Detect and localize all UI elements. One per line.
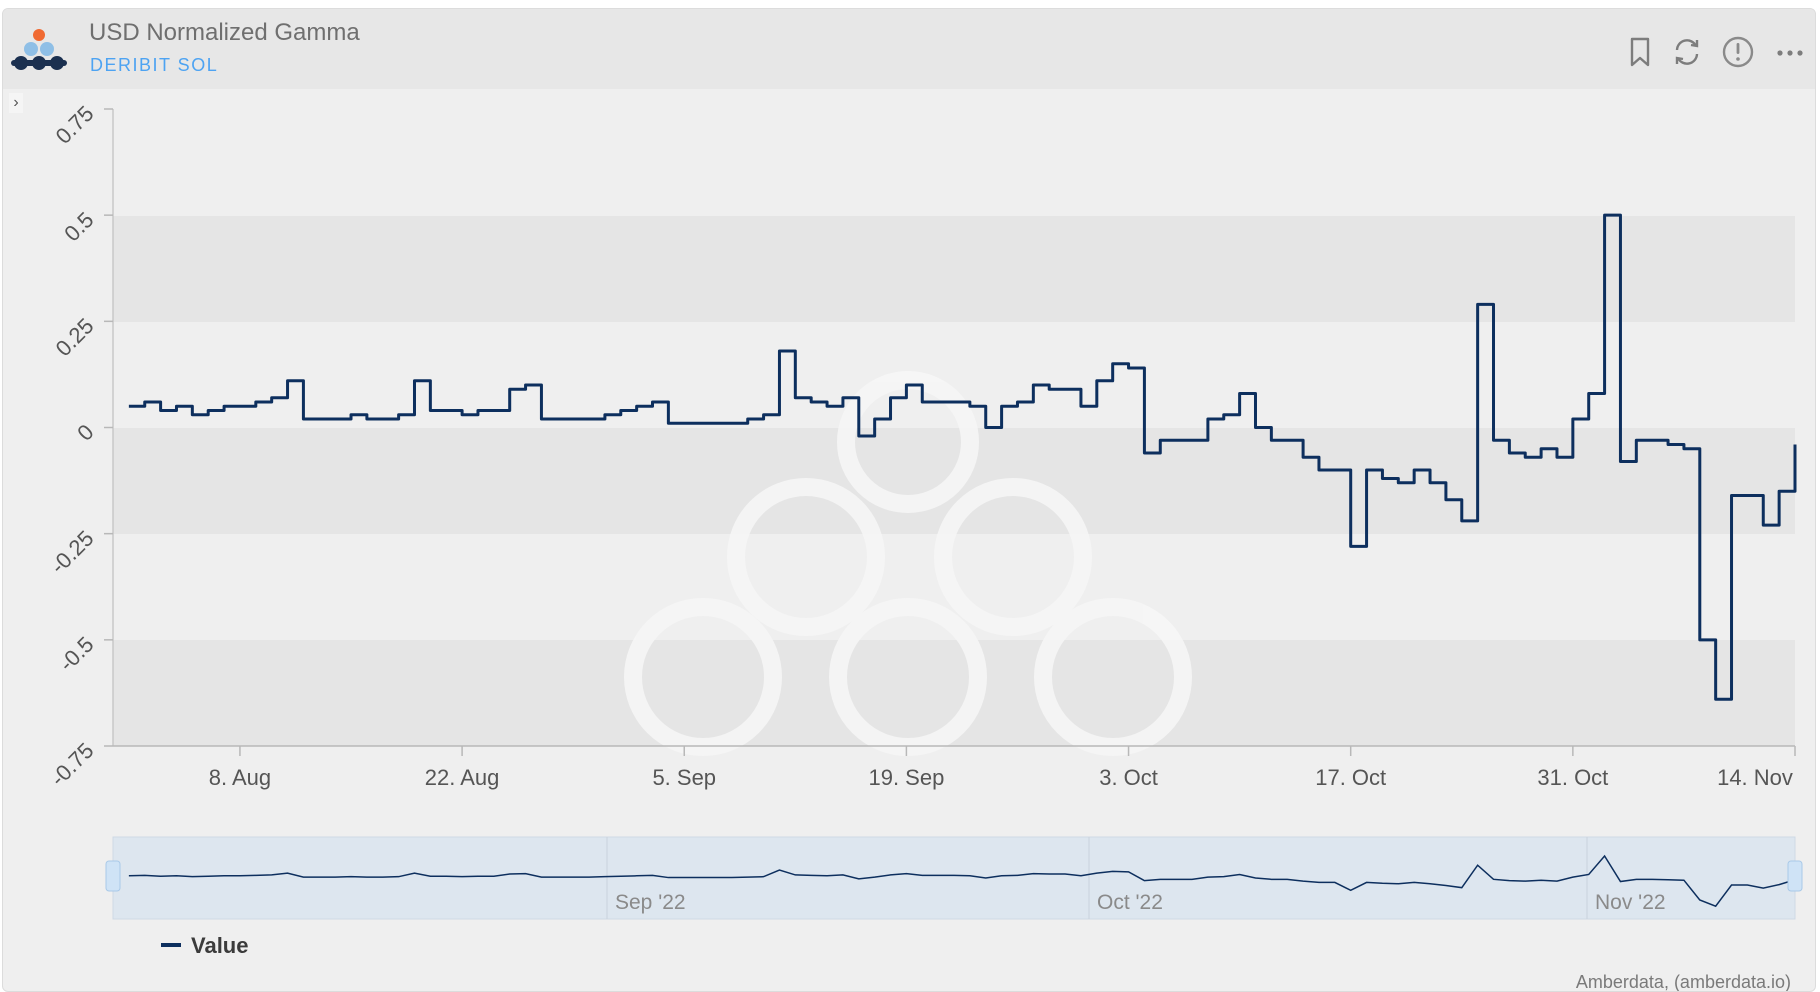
y-tick-label: -0.75 [45, 738, 98, 791]
more-icon[interactable] [1773, 35, 1807, 69]
widget-subtitle: DERIBIT SOL [90, 55, 219, 75]
widget-title: USD Normalized Gamma [89, 19, 360, 46]
navigator-ticks: Sep '22 Oct '22 Nov '22 [615, 891, 1666, 914]
refresh-icon[interactable] [1670, 35, 1704, 69]
info-icon[interactable] [1721, 35, 1755, 69]
x-tick-label: 17. Oct [1315, 765, 1386, 790]
y-axis-ticks: -0.75 -0.5 -0.25 0 0.25 0.5 0.75 [45, 101, 113, 791]
navigator-tick-label: Oct '22 [1097, 891, 1163, 914]
x-tick-label: 5. Sep [652, 765, 716, 790]
x-tick-label: 14. Nov [1717, 765, 1793, 790]
navigator-right-handle[interactable] [1787, 860, 1803, 892]
navigator-series-line [128, 854, 1796, 908]
watermark-logo [624, 371, 1192, 756]
y-tick-label: 0 [72, 419, 98, 445]
legend-item-value[interactable]: Value [191, 933, 248, 958]
x-tick-label: 22. Aug [425, 765, 500, 790]
x-axis-ticks: 8. Aug 22. Aug 5. Sep 19. Sep 3. Oct 17. Oct 3… [209, 746, 1796, 790]
legend[interactable]: Value [161, 933, 248, 958]
chart-widget: USD Normalized Gamma DERIBIT SOL › [2, 8, 1816, 992]
amberdata-logo-icon [11, 29, 67, 70]
sidebar-expand-toggle[interactable]: › [9, 93, 23, 113]
y-tick-label: -0.25 [45, 526, 98, 579]
navigator-tick-label: Nov '22 [1595, 891, 1666, 914]
widget-header: USD Normalized Gamma DERIBIT SOL [3, 9, 1815, 89]
y-tick-label: 0.25 [51, 313, 99, 361]
series-line-value [128, 213, 1797, 701]
x-tick-label: 3. Oct [1099, 765, 1158, 790]
y-tick-label: -0.5 [54, 632, 98, 676]
legend-symbol [161, 943, 181, 947]
navigator[interactable]: Sep '22 Oct '22 Nov '22 [105, 836, 1803, 920]
navigator-tick-label: Sep '22 [615, 891, 686, 914]
x-tick-label: 19. Sep [868, 765, 944, 790]
x-tick-label: 8. Aug [209, 765, 271, 790]
line-chart: -0.75 -0.5 -0.25 0 0.25 0.5 0.75 8. Aug 22. Aug… [45, 101, 1803, 958]
bookmark-icon[interactable] [1623, 35, 1657, 69]
navigator-left-handle[interactable] [105, 860, 121, 892]
x-tick-label: 31. Oct [1537, 765, 1608, 790]
y-tick-label: 0.75 [51, 101, 99, 149]
y-tick-label: 0.5 [59, 207, 98, 246]
credit-link[interactable]: Amberdata, (amberdata.io) [1575, 972, 1791, 992]
